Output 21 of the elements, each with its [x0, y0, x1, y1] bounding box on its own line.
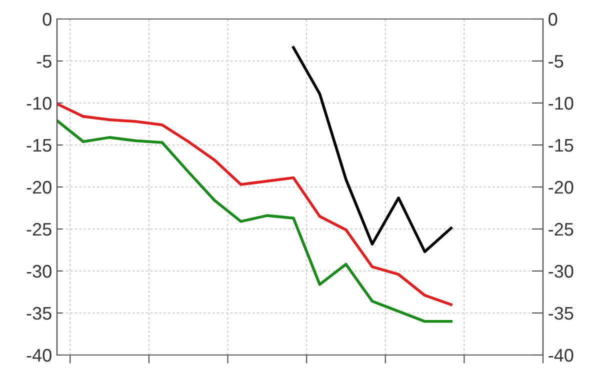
- y2-tick-label: -15: [548, 139, 574, 152]
- y2-tick-label: -20: [548, 180, 574, 194]
- y-tick-label: -15: [26, 139, 52, 152]
- y-tick-label: -40: [26, 348, 52, 362]
- y2-tick-label: 0: [548, 12, 558, 26]
- line-series: [57, 119, 452, 323]
- y-tick-label: -20: [26, 180, 52, 194]
- y-tick-label: 0: [42, 12, 52, 26]
- y-tick-label: -30: [26, 264, 52, 278]
- y2-tick-label: -30: [548, 264, 574, 278]
- y2-tick-label: -25: [548, 222, 574, 236]
- y2-tick-label: -35: [548, 306, 574, 320]
- y-tick-label: -5: [36, 55, 52, 68]
- line-series: [57, 102, 452, 306]
- y2-tick-label: -10: [548, 96, 574, 110]
- y-tick-label: -25: [26, 222, 52, 236]
- y-tick-label: -35: [26, 306, 52, 320]
- y2-tick-label: -40: [548, 348, 574, 362]
- y-tick-label: -10: [26, 96, 52, 110]
- line-series: [292, 46, 452, 254]
- y2-tick-label: -5: [548, 55, 564, 68]
